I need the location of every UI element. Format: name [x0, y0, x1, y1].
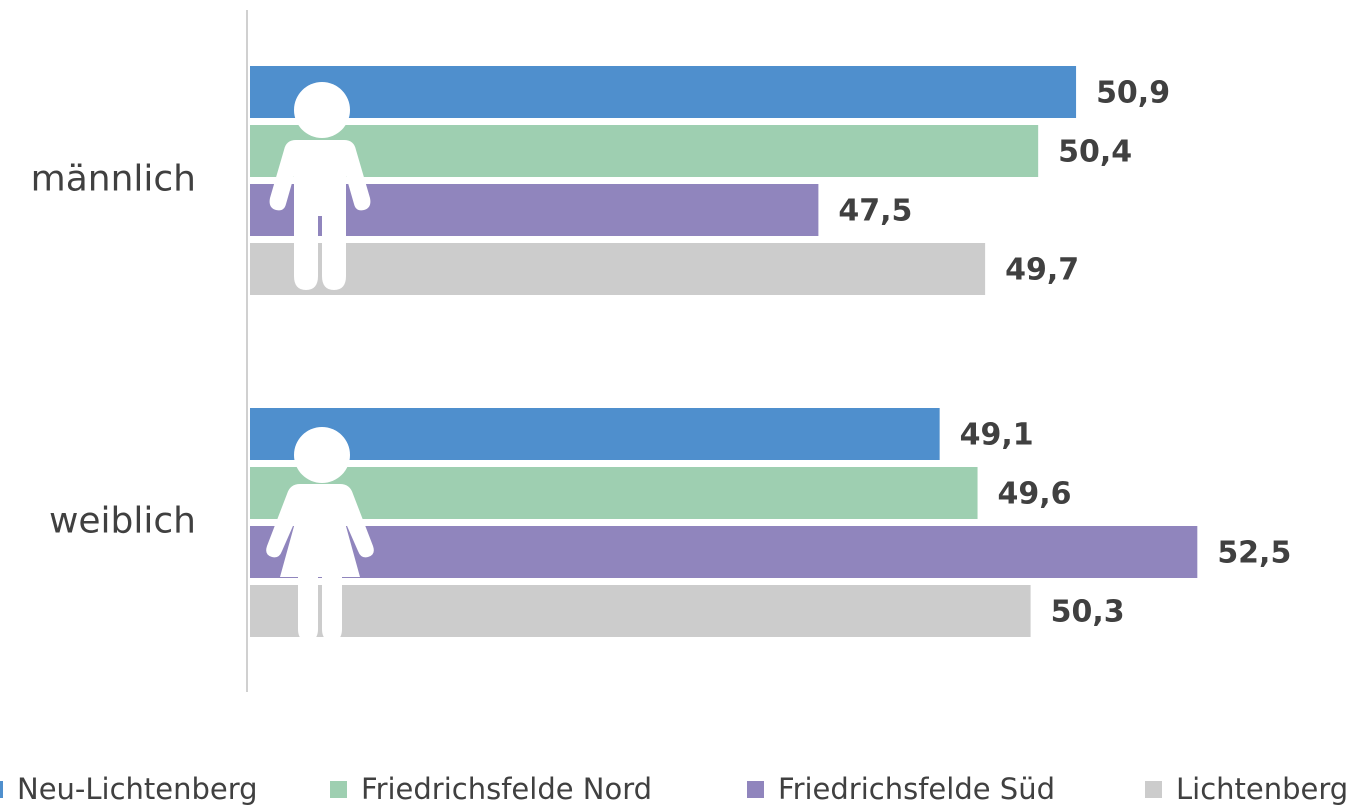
female-icon: [266, 427, 374, 641]
legend-label: Neu-Lichtenberg: [17, 772, 258, 806]
legend-swatch: [0, 781, 3, 798]
legend-swatch: [747, 781, 764, 798]
legend-swatch: [1145, 781, 1162, 798]
legend-label: Friedrichsfelde Süd: [778, 772, 1055, 806]
legend-label: Lichtenberg: [1176, 772, 1348, 806]
bar: [250, 585, 1031, 637]
bar: [250, 408, 940, 460]
category-label: männlich: [31, 159, 196, 200]
value-label: 49,7: [1005, 253, 1079, 288]
value-label: 50,9: [1096, 76, 1170, 111]
bar: [250, 243, 986, 295]
value-label: 49,1: [960, 418, 1034, 453]
bar: [250, 526, 1198, 578]
bar: [250, 467, 978, 519]
bar: [250, 66, 1077, 118]
category-label: weiblich: [49, 501, 196, 542]
legend-swatch: [330, 781, 347, 798]
male-icon: [269, 82, 371, 290]
value-label: 52,5: [1217, 536, 1291, 571]
legend-label: Friedrichsfelde Nord: [361, 772, 652, 806]
value-label: 50,3: [1051, 595, 1125, 630]
value-label: 47,5: [838, 194, 912, 229]
value-label: 49,6: [998, 477, 1072, 512]
value-label: 50,4: [1058, 135, 1132, 170]
bars: [250, 66, 1198, 637]
bar: [250, 125, 1039, 177]
icons: [266, 82, 374, 641]
